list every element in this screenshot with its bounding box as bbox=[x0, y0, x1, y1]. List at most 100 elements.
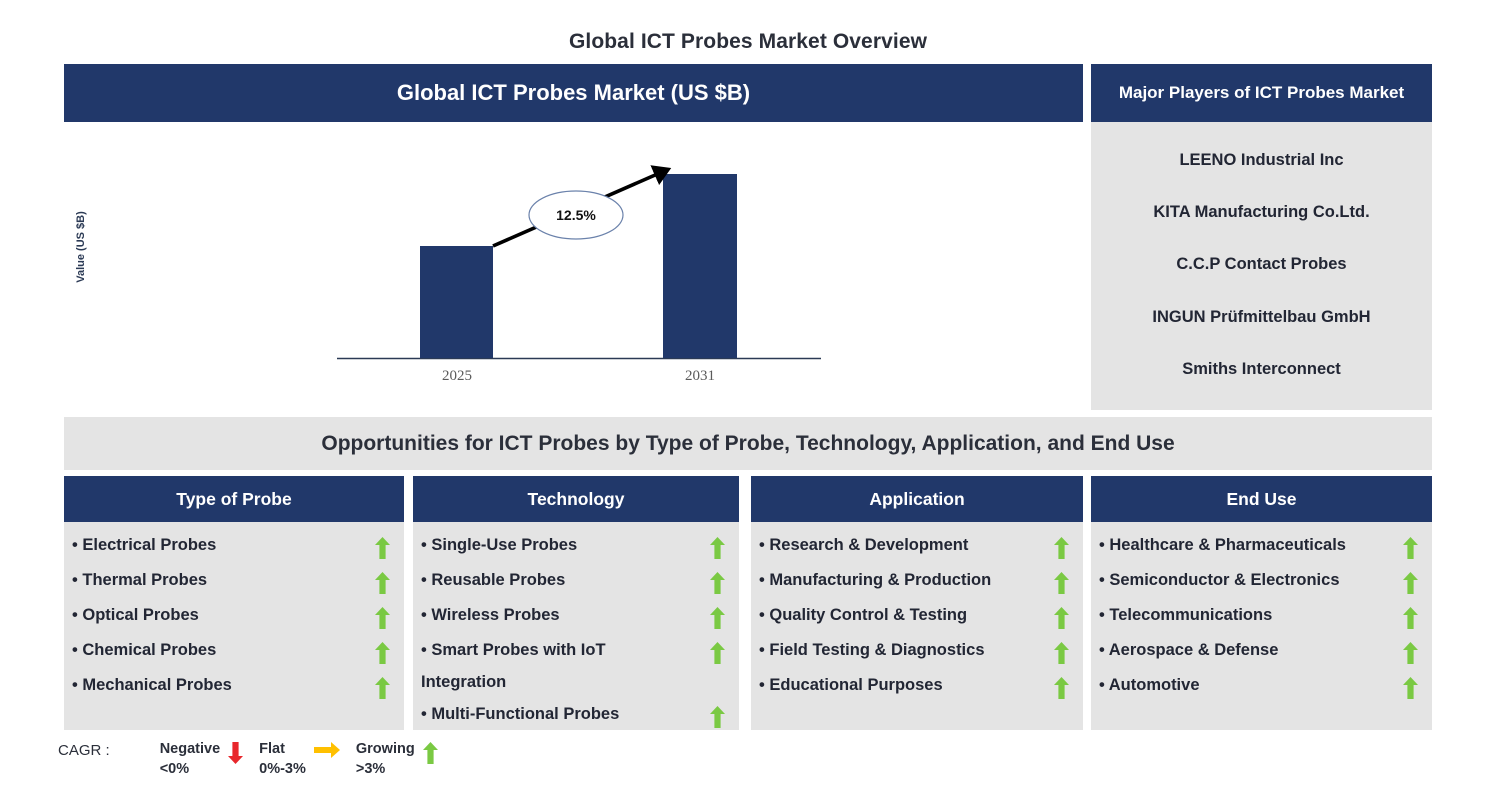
trend-indicator bbox=[1046, 669, 1079, 704]
opportunities-banner: Opportunities for ICT Probes by Type of … bbox=[64, 417, 1432, 470]
cagr-legend-entry-range: 0%-3% bbox=[259, 760, 306, 777]
opportunity-item-label: • Thermal Probes bbox=[72, 571, 208, 589]
column-application: Application • Research & Development • Ma… bbox=[751, 476, 1083, 730]
trend-indicator bbox=[367, 669, 400, 704]
x-tick-2025: 2025 bbox=[442, 368, 472, 384]
opportunity-item: • Field Testing & Diagnostics bbox=[757, 634, 1079, 669]
opportunity-item: • Electrical Probes bbox=[70, 529, 400, 564]
trend-indicator bbox=[1046, 599, 1079, 634]
opportunity-item: • Mechanical Probes bbox=[70, 669, 400, 704]
arrow-up-icon bbox=[1403, 537, 1418, 559]
trend-indicator bbox=[1395, 634, 1428, 669]
trend-indicator bbox=[702, 564, 735, 599]
cagr-legend-entry-text: Growing >3% bbox=[356, 740, 415, 779]
opportunity-item: • Reusable Probes bbox=[419, 564, 735, 599]
opportunity-item-label: • Telecommunications bbox=[1099, 606, 1273, 624]
cagr-legend-entry: Flat 0%-3% bbox=[259, 740, 346, 779]
arrow-up-icon bbox=[1403, 642, 1418, 664]
arrow-up-icon bbox=[1054, 607, 1069, 629]
arrow-up-icon bbox=[375, 607, 390, 629]
trend-indicator bbox=[367, 564, 400, 599]
arrow-up-icon bbox=[375, 677, 390, 699]
column-items: • Single-Use Probes • Reusable Probes • Wi… bbox=[413, 522, 739, 730]
trend-indicator bbox=[367, 634, 400, 669]
player-name: C.C.P Contact Probes bbox=[1176, 255, 1347, 274]
opportunity-item: • Healthcare & Pharmaceuticals bbox=[1097, 529, 1428, 564]
trend-indicator bbox=[367, 599, 400, 634]
cagr-legend-entry: Negative <0% bbox=[160, 740, 249, 779]
trend-indicator bbox=[1395, 599, 1428, 634]
opportunity-item: • Research & Development bbox=[757, 529, 1079, 564]
cagr-legend-entry-text: Flat 0%-3% bbox=[259, 740, 306, 779]
column-header: End Use bbox=[1091, 476, 1432, 522]
major-players-list: LEENO Industrial Inc KITA Manufacturing C… bbox=[1091, 122, 1432, 410]
x-tick-2031: 2031 bbox=[685, 368, 715, 384]
opportunity-item-label: • Reusable Probes bbox=[421, 571, 566, 589]
player-name: Smiths Interconnect bbox=[1182, 360, 1341, 379]
opportunity-item-label: • Educational Purposes bbox=[759, 676, 943, 694]
arrow-up-icon bbox=[710, 537, 725, 559]
opportunity-item: • Automotive bbox=[1097, 669, 1428, 704]
opportunity-item: • Telecommunications bbox=[1097, 599, 1428, 634]
opportunity-item: • Single-Use Probes bbox=[419, 529, 735, 564]
cagr-legend-entry-range: >3% bbox=[355, 760, 386, 777]
column-type-of-probe: Type of Probe • Electrical Probes • Therm… bbox=[64, 476, 404, 730]
cagr-legend-entry-text: Negative <0% bbox=[160, 740, 220, 779]
opportunity-item-label: • Aerospace & Defense bbox=[1099, 641, 1279, 659]
opportunity-item-label: • Electrical Probes bbox=[72, 536, 217, 554]
opportunity-item: • Wireless Probes bbox=[419, 599, 735, 634]
opportunity-item-label: • Research & Development bbox=[759, 536, 969, 554]
opportunity-item: • Thermal Probes bbox=[70, 564, 400, 599]
bar-2025 bbox=[420, 246, 493, 358]
trend-indicator bbox=[702, 698, 735, 733]
arrow-up-icon bbox=[375, 572, 390, 594]
column-header: Type of Probe bbox=[64, 476, 404, 522]
opportunity-item: • Aerospace & Defense bbox=[1097, 634, 1428, 669]
column-items: • Healthcare & Pharmaceuticals • Semicond… bbox=[1091, 522, 1432, 730]
opportunity-item-label: • Chemical Probes bbox=[72, 641, 217, 659]
opportunity-item: • Semiconductor & Electronics bbox=[1097, 564, 1428, 599]
arrow-up-icon bbox=[375, 642, 390, 664]
trend-indicator bbox=[702, 634, 735, 669]
opportunity-item: • Chemical Probes bbox=[70, 634, 400, 669]
cagr-legend-entry-name: Growing bbox=[355, 741, 415, 757]
opportunity-item-label: • Healthcare & Pharmaceuticals bbox=[1099, 536, 1346, 554]
trend-indicator bbox=[1046, 529, 1079, 564]
trend-indicator bbox=[702, 599, 735, 634]
cagr-legend-label: CAGR : bbox=[58, 742, 110, 759]
column-header: Technology bbox=[413, 476, 739, 522]
cagr-legend-entry-range: <0% bbox=[159, 760, 190, 777]
arrow-up-icon bbox=[1403, 607, 1418, 629]
opportunity-item-label: • Quality Control & Testing bbox=[759, 606, 968, 624]
opportunity-item: • Smart Probes with IoT Integration bbox=[419, 634, 735, 698]
arrow-down-icon bbox=[228, 742, 244, 764]
page-title: Global ICT Probes Market Overview bbox=[568, 30, 928, 53]
arrow-right-icon bbox=[313, 742, 340, 758]
trend-indicator bbox=[1046, 634, 1079, 669]
opportunity-item-label: • Semiconductor & Electronics bbox=[1099, 571, 1340, 589]
opportunity-item: • Optical Probes bbox=[70, 599, 400, 634]
player-name: KITA Manufacturing Co.Ltd. bbox=[1153, 203, 1370, 222]
opportunity-item: • Multi-Functional Probes bbox=[419, 698, 735, 733]
chart-y-axis-label: Value (US $B) bbox=[75, 211, 87, 283]
opportunity-item-label: • Wireless Probes bbox=[421, 606, 560, 624]
player-name: INGUN Prüfmittelbau GmbH bbox=[1152, 307, 1371, 326]
opportunity-item-label: • Multi-Functional Probes bbox=[421, 705, 620, 724]
arrow-up-icon bbox=[710, 572, 725, 594]
opportunity-item: • Educational Purposes bbox=[757, 669, 1079, 704]
opportunity-item-label: • Mechanical Probes bbox=[72, 676, 232, 694]
arrow-up-icon bbox=[1054, 537, 1069, 559]
arrow-up-icon bbox=[710, 706, 725, 729]
cagr-legend-entry-name: Negative bbox=[159, 741, 221, 757]
trend-indicator bbox=[1395, 669, 1428, 704]
opportunity-item-label: • Optical Probes bbox=[72, 606, 199, 624]
player-name: LEENO Industrial Inc bbox=[1179, 150, 1344, 169]
column-end-use: End Use • Healthcare & Pharmaceuticals • … bbox=[1091, 476, 1432, 730]
opportunity-item-label: • Single-Use Probes bbox=[421, 536, 578, 554]
arrow-up-icon bbox=[1054, 642, 1069, 664]
cagr-legend-entry: Growing >3% bbox=[356, 740, 444, 779]
column-header: Application bbox=[751, 476, 1083, 522]
column-items: • Research & Development • Manufacturing … bbox=[751, 522, 1083, 730]
trend-indicator bbox=[367, 529, 400, 564]
